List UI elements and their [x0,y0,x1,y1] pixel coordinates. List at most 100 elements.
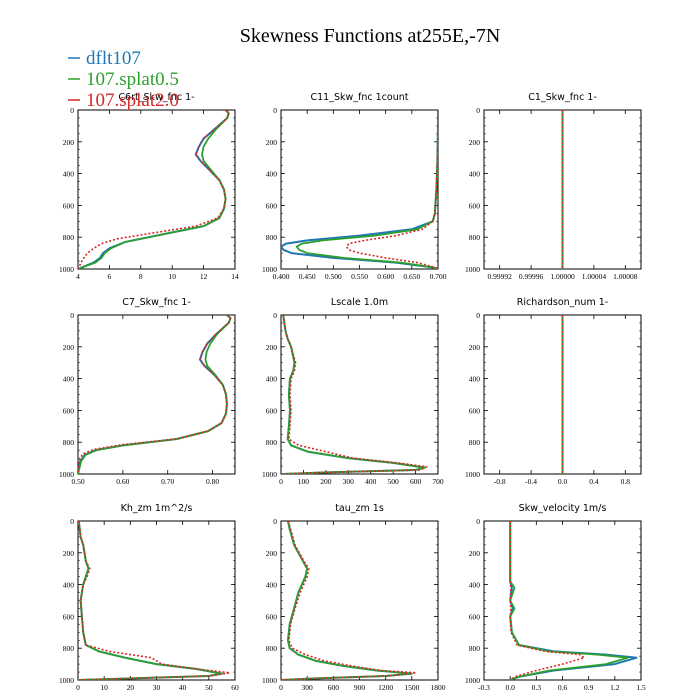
x-tick-label: 0.0 [505,683,515,692]
x-tick-label: 0.50 [71,477,84,486]
y-tick-label: 1000 [262,265,277,274]
x-tick-label: 1500 [404,683,419,692]
legend-label: 107.splat0.5 [86,69,179,90]
x-tick-label: 40 [179,683,187,692]
y-tick-label: 800 [266,233,278,242]
series-line-1 [78,110,230,269]
x-tick-label: 1800 [431,683,446,692]
x-tick-label: 0.450 [299,272,316,281]
x-tick-label: 0 [279,683,283,692]
x-tick-label: 1.5 [636,683,646,692]
x-tick-label: 600 [328,683,340,692]
panel-title: Richardson_num 1- [517,297,608,308]
series-line-3 [78,110,230,269]
y-tick-label: 0 [476,517,480,526]
series-line-2 [78,521,223,680]
legend-label: dflt107 [86,48,141,69]
y-tick-label: 200 [63,549,75,558]
x-tick-label: 400 [365,477,377,486]
panel-title: Lscale 1.0m [331,297,388,308]
y-tick-label: 0 [273,517,277,526]
y-tick-label: 600 [63,612,75,621]
series-line-3 [78,521,231,680]
y-tick-label: 0 [70,106,74,115]
y-tick-label: 1000 [465,470,480,479]
y-tick-label: 1000 [465,265,480,274]
y-tick-label: 800 [63,644,75,653]
x-tick-label: 50 [205,683,213,692]
y-tick-label: 600 [63,201,75,210]
y-tick-label: 0 [273,311,277,320]
y-tick-label: 400 [63,581,75,590]
x-tick-label: 300 [302,683,314,692]
y-tick-label: 600 [266,406,278,415]
x-tick-label: 300 [343,477,355,486]
y-tick-label: 800 [469,233,481,242]
series-line-2 [295,110,438,269]
y-tick-label: 0 [476,311,480,320]
x-tick-label: 0.650 [403,272,420,281]
x-tick-label: 500 [388,477,400,486]
series-line-2 [282,315,426,474]
x-tick-label: 100 [298,477,310,486]
x-tick-label: 0.80 [206,477,219,486]
x-tick-label: 0.0 [558,477,568,486]
x-tick-label: 0.3 [532,683,542,692]
panel-title: C7_Skw_fnc 1- [122,297,191,308]
series-line-3 [282,315,428,474]
y-tick-label: 200 [63,343,75,352]
y-tick-label: 1000 [262,470,277,479]
y-tick-label: 200 [469,549,481,558]
x-tick-label: -0.3 [478,683,490,692]
x-tick-label: 0 [279,477,283,486]
x-tick-label: 60 [231,683,239,692]
series-line-1 [78,521,223,680]
y-tick-label: 200 [63,138,75,147]
legend-label: 107.splat2.0 [86,90,179,111]
x-tick-label: 12 [200,272,208,281]
x-tick-label: 4 [76,272,80,281]
x-tick-label: 0.500 [325,272,342,281]
y-tick-label: 600 [63,406,75,415]
y-tick-label: 800 [63,233,75,242]
y-tick-label: 400 [266,375,278,384]
series-line-2 [78,110,230,269]
panel-title: C1_Skw_fnc 1- [528,92,597,103]
x-tick-label: 0.99992 [488,272,513,281]
x-tick-label: 6 [108,272,112,281]
y-tick-label: 400 [63,375,75,384]
y-tick-label: 400 [63,170,75,179]
x-tick-label: 900 [354,683,366,692]
x-tick-label: 10 [168,272,176,281]
y-tick-label: 0 [70,311,74,320]
y-tick-label: 200 [469,343,481,352]
y-tick-label: 400 [266,170,278,179]
x-tick-label: 1.00008 [613,272,638,281]
x-tick-label: 1200 [378,683,393,692]
x-tick-label: 1.00004 [582,272,607,281]
y-tick-label: 1000 [59,676,74,685]
y-tick-label: 800 [266,438,278,447]
x-tick-label: 700 [432,477,444,486]
series-line-2 [281,521,413,680]
y-tick-label: 600 [469,612,481,621]
y-tick-label: 200 [469,138,481,147]
x-tick-label: 20 [127,683,135,692]
series-line-2 [509,521,629,680]
y-tick-label: 200 [266,549,278,558]
x-tick-label: 0.8 [621,477,631,486]
x-tick-label: -0.4 [525,477,537,486]
series-line-3 [78,315,232,474]
figure-title: Skewness Functions at255E,-7N [240,25,501,47]
y-tick-label: 200 [266,343,278,352]
panel-3: C1_Skw_fnc 1- 0 200 400 600 800 1000 0.99992 0.9… [465,92,642,281]
series-line-2 [78,315,232,474]
x-tick-label: 14 [231,272,239,281]
x-tick-label: 0.60 [116,477,129,486]
